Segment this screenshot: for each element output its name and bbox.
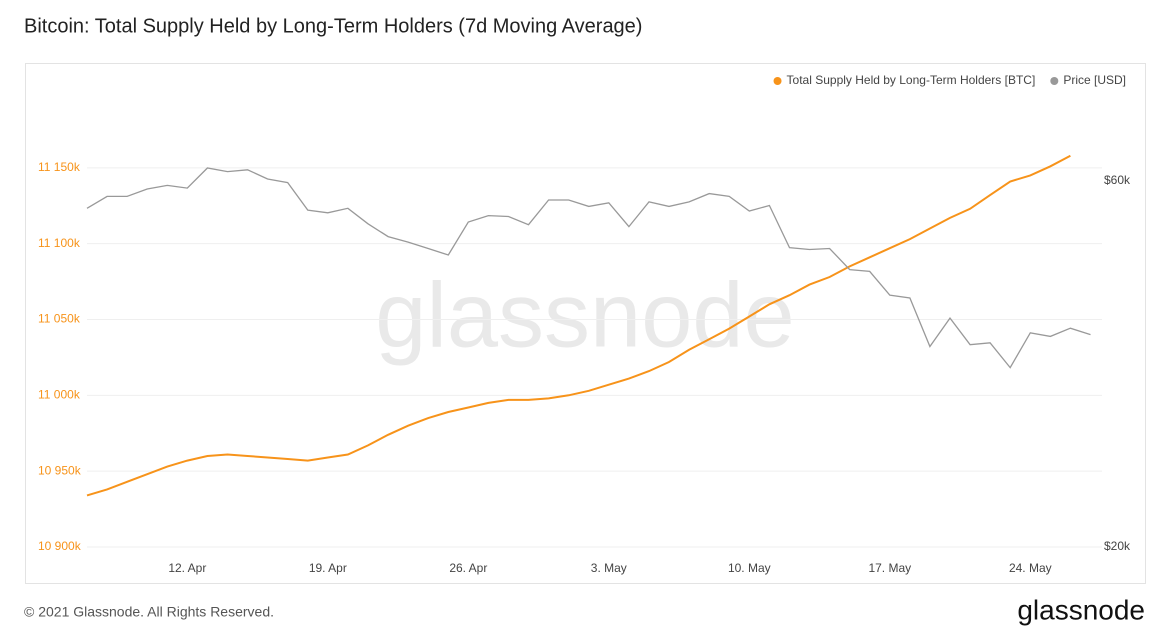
logo: glassnode bbox=[1017, 594, 1145, 625]
x-tick-label: 19. Apr bbox=[309, 561, 347, 575]
y-tick-label: 11 150k bbox=[38, 160, 81, 174]
footer: © 2021 Glassnode. All Rights Reserved. bbox=[24, 604, 274, 620]
y2-tick-label: $20k bbox=[1104, 539, 1131, 553]
y2-tick-label: $60k bbox=[1104, 173, 1131, 187]
legend-marker bbox=[773, 77, 782, 85]
watermark: glassnode bbox=[375, 264, 794, 366]
chart-frame bbox=[25, 63, 1146, 584]
legend-marker bbox=[1050, 77, 1059, 85]
series-line bbox=[86, 167, 1091, 369]
y-tick-label: 11 000k bbox=[38, 388, 81, 402]
y-tick-label: 11 050k bbox=[38, 312, 81, 326]
x-tick-label: 26. Apr bbox=[449, 561, 487, 575]
y-tick-label: 10 900k bbox=[38, 539, 82, 553]
y-tick-label: 10 950k bbox=[38, 463, 82, 477]
x-tick-label: 3. May bbox=[591, 561, 627, 575]
x-tick-label: 17. May bbox=[868, 561, 911, 575]
chart-title: Bitcoin: Total Supply Held by Long-Term … bbox=[24, 15, 642, 37]
y-tick-label: 11 100k bbox=[38, 236, 81, 250]
series-line bbox=[86, 154, 1071, 497]
x-tick-label: 10. May bbox=[728, 561, 771, 575]
legend-label: Total Supply Held by Long-Term Holders [… bbox=[787, 73, 1036, 87]
x-tick-label: 12. Apr bbox=[168, 561, 206, 575]
x-tick-label: 24. May bbox=[1009, 561, 1052, 575]
legend-label: Price [USD] bbox=[1063, 73, 1126, 87]
